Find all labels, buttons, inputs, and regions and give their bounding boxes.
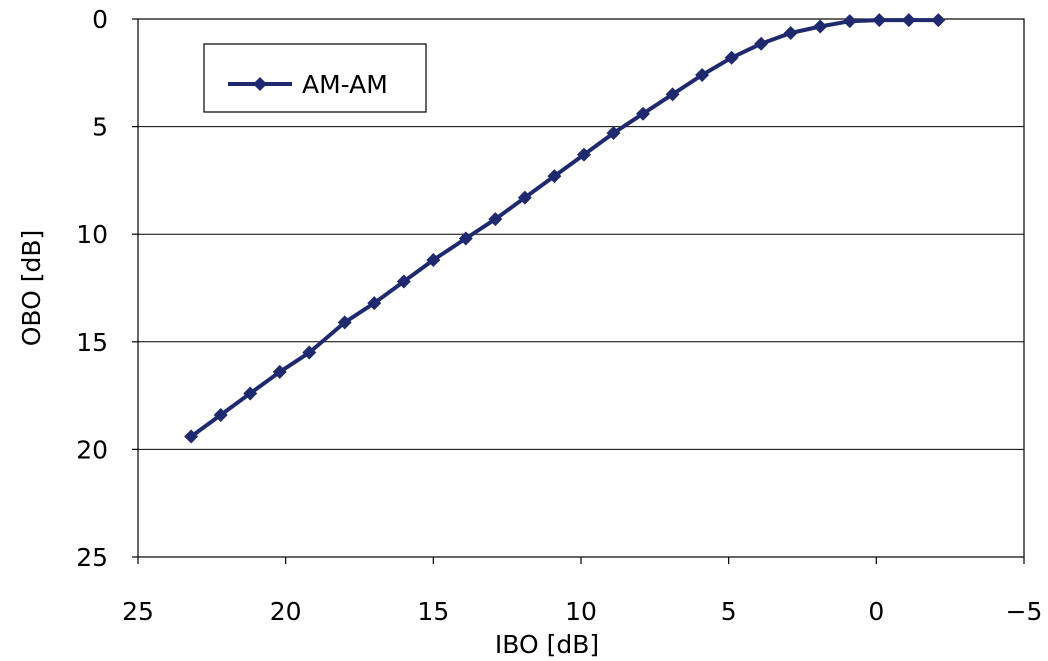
y-tick-label: 0 — [92, 5, 108, 34]
legend-swatch-marker — [253, 77, 267, 91]
data-point — [665, 87, 680, 102]
y-tick-label: 20 — [76, 435, 108, 464]
x-axis-title: IBO [dB] — [495, 630, 599, 659]
y-axis-ticks: 0 5 10 15 20 25 — [76, 5, 138, 572]
data-point — [337, 315, 352, 330]
legend: AM-AM — [203, 43, 427, 113]
x-tick-label: 0 — [868, 597, 884, 626]
x-tick-label: 10 — [565, 597, 597, 626]
data-point — [606, 126, 621, 141]
data-point — [184, 429, 199, 444]
series-layer — [184, 13, 946, 444]
data-point — [458, 231, 473, 246]
data-point — [547, 169, 562, 184]
legend-box — [203, 43, 427, 113]
data-point — [724, 50, 739, 65]
data-point — [872, 13, 887, 28]
x-tick-label: 5 — [721, 597, 737, 626]
data-point — [302, 345, 317, 360]
y-tick-label: 10 — [76, 220, 108, 249]
x-tick-label: −5 — [1006, 597, 1043, 626]
data-point — [754, 36, 769, 51]
data-point — [901, 13, 916, 28]
data-point — [636, 106, 651, 121]
x-tick-label: 15 — [417, 597, 449, 626]
data-point — [272, 364, 287, 379]
data-point — [576, 147, 591, 162]
data-point — [695, 67, 710, 82]
data-point — [213, 407, 228, 422]
x-tick-label: 20 — [270, 597, 302, 626]
gridlines — [138, 126, 1024, 450]
data-point — [931, 13, 946, 28]
data-point — [517, 190, 532, 205]
y-axis-title: OBO [dB] — [17, 230, 46, 347]
y-tick-label: 15 — [76, 328, 108, 357]
data-point — [243, 386, 258, 401]
data-point — [813, 19, 828, 34]
x-tick-label: 25 — [122, 597, 154, 626]
data-point — [488, 212, 503, 227]
data-point — [842, 14, 857, 29]
data-point — [783, 25, 798, 40]
data-point — [426, 253, 441, 268]
y-tick-label: 5 — [92, 113, 108, 142]
x-axis-ticks: 25 20 15 10 5 0 −5 — [122, 557, 1042, 626]
data-point — [396, 274, 411, 289]
legend-label: AM-AM — [302, 70, 388, 99]
data-point — [367, 296, 382, 311]
y-tick-label: 25 — [76, 543, 108, 572]
